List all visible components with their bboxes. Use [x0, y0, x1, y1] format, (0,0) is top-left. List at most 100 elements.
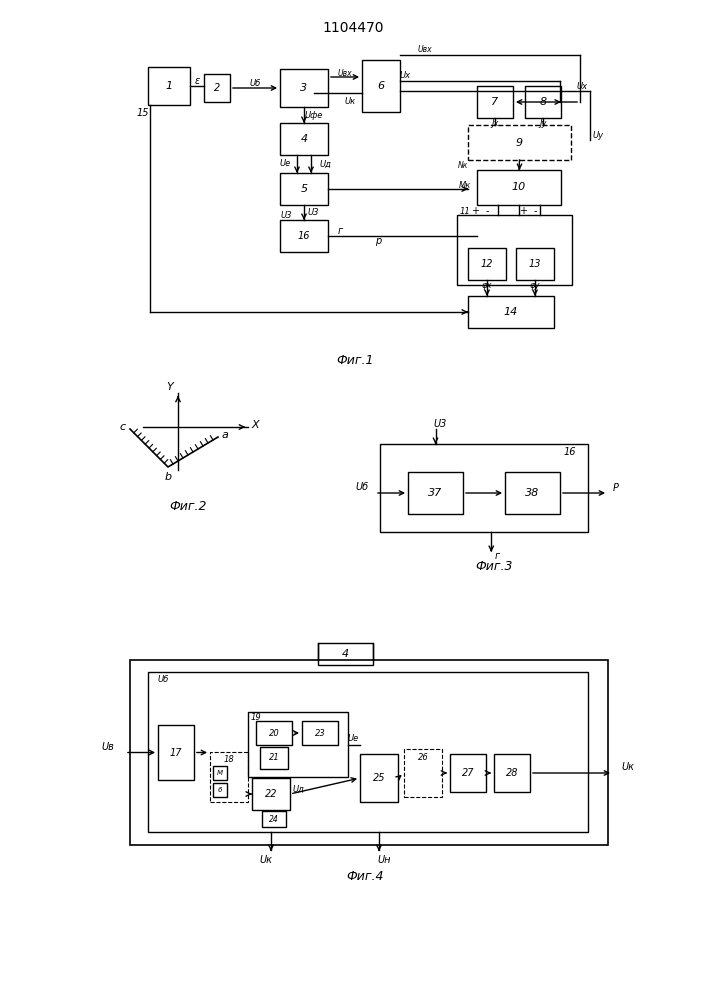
Text: Uе: Uе: [347, 734, 358, 743]
Text: Uфе: Uфе: [305, 110, 323, 119]
Text: 27: 27: [462, 768, 474, 778]
Bar: [477, 86, 513, 118]
Text: 9: 9: [516, 137, 523, 147]
Bar: [468, 296, 554, 328]
Text: 26: 26: [418, 752, 428, 762]
Bar: [148, 67, 190, 105]
Text: U3: U3: [434, 419, 448, 429]
Bar: [525, 86, 561, 118]
Text: Uб: Uб: [158, 676, 169, 684]
Text: Jy: Jy: [539, 118, 547, 127]
Text: Uб: Uб: [250, 79, 261, 88]
Bar: [468, 248, 506, 280]
Text: c: c: [120, 422, 126, 432]
Bar: [362, 60, 400, 112]
Text: 4: 4: [342, 649, 349, 659]
Bar: [408, 472, 463, 514]
Text: 15: 15: [136, 108, 149, 118]
Bar: [380, 444, 588, 532]
Text: 3: 3: [300, 83, 308, 93]
Text: 1104470: 1104470: [322, 21, 384, 35]
Bar: [248, 712, 348, 777]
Text: 10: 10: [512, 182, 526, 192]
Bar: [516, 248, 554, 280]
Bar: [280, 173, 328, 205]
Text: Фиг.4: Фиг.4: [346, 870, 384, 884]
Text: Uвх: Uвх: [418, 45, 432, 54]
Text: 37: 37: [428, 488, 443, 498]
Text: Мк: Мк: [459, 181, 471, 190]
Text: 16: 16: [298, 231, 310, 241]
Text: Jx: Jx: [491, 118, 498, 127]
Text: U3: U3: [280, 211, 292, 220]
Text: U3: U3: [308, 208, 319, 217]
Text: -: -: [485, 206, 489, 216]
Text: a: a: [221, 430, 228, 440]
Text: Uд: Uд: [292, 784, 304, 794]
Text: Фиг.2: Фиг.2: [169, 500, 206, 514]
Bar: [148, 672, 588, 832]
Text: -: -: [533, 206, 537, 216]
Text: Y: Y: [167, 382, 173, 392]
Text: 28: 28: [506, 768, 518, 778]
Bar: [468, 125, 571, 160]
Text: 23: 23: [315, 728, 325, 738]
Bar: [158, 725, 194, 780]
Bar: [280, 123, 328, 155]
Bar: [213, 783, 227, 797]
Text: 38: 38: [525, 488, 539, 498]
Text: X: X: [251, 420, 259, 430]
Text: Ux: Ux: [399, 71, 411, 80]
Text: М: М: [217, 770, 223, 776]
Text: Uвх: Uвх: [338, 68, 352, 78]
Text: 2: 2: [214, 83, 220, 93]
Text: 12: 12: [481, 259, 493, 269]
Text: 1: 1: [165, 81, 173, 91]
Text: г: г: [495, 551, 500, 561]
Text: Nк: Nк: [458, 161, 468, 170]
Text: 6: 6: [378, 81, 385, 91]
Text: Uк: Uк: [344, 98, 356, 106]
Bar: [130, 660, 608, 845]
Bar: [262, 811, 286, 827]
Text: 6: 6: [218, 787, 222, 793]
Text: φx: φx: [481, 280, 492, 290]
Text: b: b: [165, 472, 172, 482]
Bar: [318, 643, 373, 665]
Bar: [457, 215, 572, 285]
Text: Uк: Uк: [621, 762, 634, 772]
Text: Uy: Uy: [592, 130, 604, 139]
Bar: [210, 752, 248, 802]
Text: 14: 14: [504, 307, 518, 317]
Text: 24: 24: [269, 814, 279, 824]
Bar: [302, 721, 338, 745]
Text: Uд: Uд: [319, 159, 331, 168]
Text: 19: 19: [250, 714, 262, 722]
Text: 22: 22: [264, 789, 277, 799]
Text: 25: 25: [373, 773, 385, 783]
Text: Uн: Uн: [378, 855, 391, 865]
Text: 16: 16: [563, 447, 576, 457]
Bar: [280, 69, 328, 107]
Bar: [256, 721, 292, 745]
Bar: [204, 74, 230, 102]
Text: 4: 4: [300, 134, 308, 144]
Text: р: р: [375, 236, 381, 246]
Bar: [477, 170, 561, 205]
Text: 8: 8: [539, 97, 547, 107]
Text: 5: 5: [300, 184, 308, 194]
Bar: [280, 220, 328, 252]
Text: Фиг.1: Фиг.1: [337, 354, 374, 366]
Bar: [505, 472, 560, 514]
Text: Uб: Uб: [356, 482, 368, 492]
Text: Uе: Uе: [279, 159, 291, 168]
Text: 17: 17: [170, 748, 182, 758]
Text: Ux: Ux: [576, 82, 588, 91]
Text: Uк: Uк: [259, 855, 272, 865]
Text: P: P: [613, 483, 619, 493]
Bar: [360, 754, 398, 802]
Text: Uв: Uв: [102, 742, 115, 752]
Text: 20: 20: [269, 728, 279, 738]
Text: 7: 7: [491, 97, 498, 107]
Text: 13: 13: [529, 259, 542, 269]
